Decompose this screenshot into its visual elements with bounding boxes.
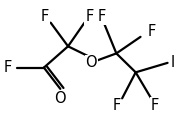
Text: I: I <box>171 55 175 70</box>
Text: F: F <box>112 98 121 113</box>
Text: F: F <box>41 9 49 24</box>
Text: O: O <box>85 55 97 70</box>
Text: F: F <box>85 9 93 24</box>
Text: F: F <box>4 60 12 75</box>
Text: F: F <box>151 98 159 113</box>
Text: O: O <box>54 91 66 106</box>
Text: F: F <box>98 9 106 24</box>
Text: F: F <box>147 24 155 39</box>
